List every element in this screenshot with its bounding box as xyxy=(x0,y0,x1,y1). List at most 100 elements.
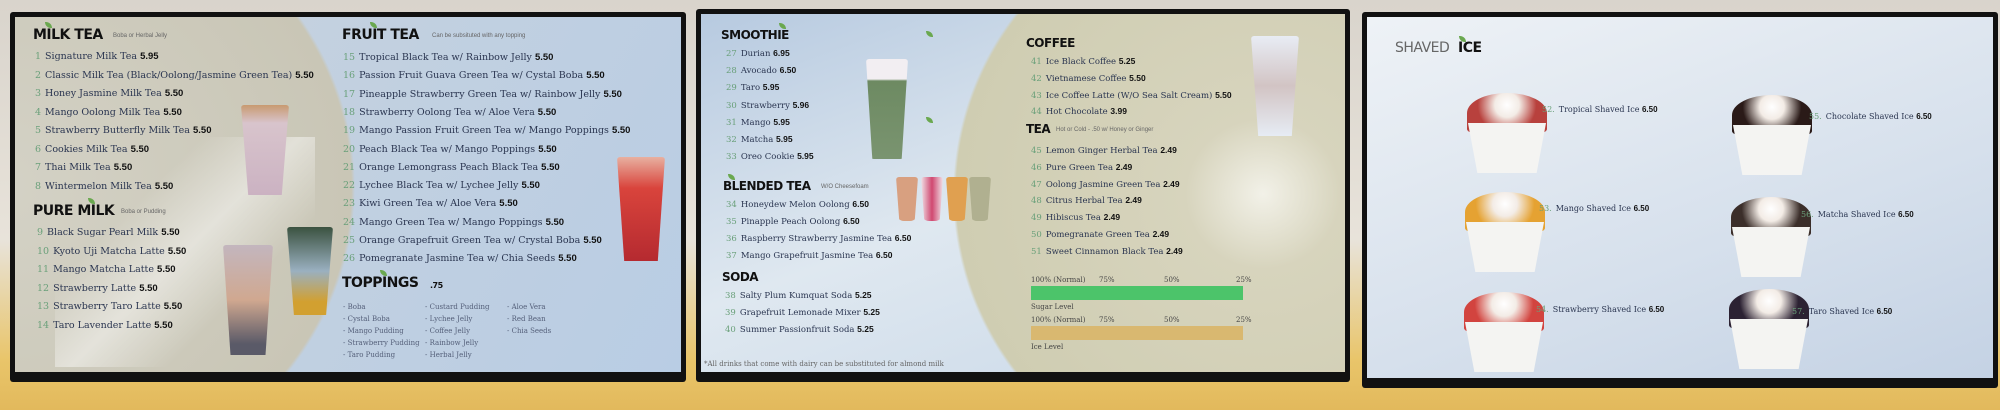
item-number: 36 xyxy=(726,234,737,244)
item-price: 5.95 xyxy=(762,82,780,93)
item-number: 28 xyxy=(726,66,737,77)
item-price: 5.50 xyxy=(586,70,605,82)
item-price: 2.49 xyxy=(1125,195,1142,206)
item-number: 31 xyxy=(726,117,737,128)
section-subtitle: Boba or Herbal Jelly xyxy=(113,33,168,40)
item-name: Raspberry Strawberry Jasmine Tea xyxy=(740,234,893,244)
shaved-ice-cup xyxy=(1732,227,1810,277)
item-price: 2.49 xyxy=(1166,245,1183,256)
item-number: 52. xyxy=(1542,105,1555,114)
item-number: 50 xyxy=(1031,230,1042,240)
menu-item: 24 Mango Green Tea w/ Mango Poppings 5.50 xyxy=(343,217,564,228)
item-number: 39 xyxy=(725,308,736,318)
item-price: 5.50 xyxy=(130,143,150,155)
item-number: 8 xyxy=(35,180,42,192)
item-price: 5.50 xyxy=(154,319,173,331)
menu-item: 19 Mango Passion Fruit Green Tea w/ Mango… xyxy=(343,125,630,136)
item-name: Sweet Cinnamon Black Tea xyxy=(1045,246,1164,257)
section-title: BLENDED TEA xyxy=(723,179,811,193)
item-name: Citrus Herbal Tea xyxy=(1045,196,1123,207)
item-price: 6.50 xyxy=(852,199,869,209)
item-price: 6.50 xyxy=(1648,305,1665,314)
ice-level-bar xyxy=(1031,326,1243,340)
item-price: 5.50 xyxy=(537,106,557,118)
topping-item: - Rainbow Jelly xyxy=(425,339,479,347)
shaved-ice-image xyxy=(1467,93,1547,173)
ice-level-tick: 75% xyxy=(1099,316,1115,324)
topping-item: - Chia Seeds xyxy=(507,327,552,335)
menu-item: 8 Wintermelon Milk Tea 5.50 xyxy=(35,181,173,192)
section-title: COFFEE xyxy=(1026,36,1075,50)
menu-item: 14 Taro Lavender Latte 5.50 xyxy=(37,320,173,331)
shaved-ice-cup xyxy=(1465,322,1543,372)
item-number: 44 xyxy=(1031,107,1042,118)
menu-item: 39 Grapefruit Lemonade Mixer 5.25 xyxy=(725,307,880,318)
drink-image-matcha xyxy=(287,227,333,315)
item-number: 49 xyxy=(1031,213,1042,224)
leaf-icon xyxy=(370,22,377,28)
topping-item: - Taro Pudding xyxy=(343,351,396,359)
item-price: 5.96 xyxy=(792,99,810,110)
item-number: 45 xyxy=(1031,146,1042,156)
menu-item: 5 Strawberry Butterfly Milk Tea 5.50 xyxy=(35,125,212,136)
item-number: 40 xyxy=(725,325,736,335)
menu-item: 45 Lemon Ginger Herbal Tea 2.49 xyxy=(1031,145,1177,156)
item-price: 5.50 xyxy=(1129,72,1146,83)
screen-background: SHAVED ICE 52. Tropical Shaved Ice 6.50 55. C… xyxy=(1367,17,1993,378)
item-price: 5.50 xyxy=(295,69,314,81)
item-name: Strawberry Butterfly Milk Tea xyxy=(45,125,190,136)
menu-item: 18 Strawberry Oolong Tea w/ Aloe Vera 5.5… xyxy=(343,107,556,118)
topping-item: - Cystal Boba xyxy=(343,315,390,323)
item-number: 12 xyxy=(37,282,50,294)
item-price: 5.50 xyxy=(167,245,187,257)
menu-item: 50 Pomegranate Green Tea 2.49 xyxy=(1031,229,1169,240)
item-price: 5.25 xyxy=(1118,56,1136,66)
item-name: Mango xyxy=(740,117,771,128)
item-price: 5.50 xyxy=(113,162,133,173)
item-number: 43 xyxy=(1031,90,1042,101)
topping-item: - Aloe Vera xyxy=(507,303,546,311)
shaved-ice-cup xyxy=(1468,123,1546,173)
shaved-ice-cup xyxy=(1730,319,1808,369)
item-number: 27 xyxy=(726,49,737,59)
sugar-level-tick: 25% xyxy=(1236,276,1252,284)
section-subtitle: W/O Cheesefoam xyxy=(821,184,869,191)
section-title: SMOOTHIE xyxy=(721,28,789,42)
shaved-ice-image xyxy=(1464,292,1544,372)
item-number: 21 xyxy=(343,161,356,173)
topping-item: - Boba xyxy=(343,303,366,311)
menu-item: 22 Lychee Black Tea w/ Lychee Jelly 5.50 xyxy=(343,180,540,191)
item-name: Vietnamese Coffee xyxy=(1045,73,1127,84)
item-number: 13 xyxy=(37,301,50,312)
item-number: 11 xyxy=(37,264,50,275)
item-number: 19 xyxy=(343,125,356,137)
item-number: 30 xyxy=(726,100,737,111)
menu-item: 12 Strawberry Latte 5.50 xyxy=(37,283,158,294)
item-price: 6.50 xyxy=(894,233,912,243)
menu-item: 40 Summer Passionfruit Soda 5.25 xyxy=(725,324,874,335)
drink-image-milk-tea xyxy=(241,105,289,195)
menu-item: 56. Matcha Shaved Ice 6.50 xyxy=(1801,210,1914,219)
drink-image-blended-2 xyxy=(921,177,943,221)
item-name: Orange Lemongrass Peach Black Tea xyxy=(359,161,539,173)
item-number: 23 xyxy=(343,198,356,210)
toppings-price: .75 xyxy=(430,281,443,290)
section-title: SODA xyxy=(722,270,759,284)
item-price: 5.50 xyxy=(538,143,557,155)
shaved-ice-image xyxy=(1732,95,1812,175)
item-name: Thai Milk Tea xyxy=(45,162,111,173)
item-name: Salty Plum Kumquat Soda xyxy=(739,291,853,301)
item-number: 3 xyxy=(35,88,42,99)
item-name: Pomegranate Jasmine Tea w/ Chia Seeds xyxy=(359,253,556,265)
menu-item: 28 Avocado 6.50 xyxy=(726,65,796,76)
item-price: 5.50 xyxy=(611,125,631,137)
item-number: 51 xyxy=(1031,246,1042,257)
item-name: Mango Grapefruit Jasmine Tea xyxy=(740,251,874,261)
topping-item: - Coffee Jelly xyxy=(425,327,471,335)
item-number: 37 xyxy=(726,251,737,261)
menu-item: 26 Pomegranate Jasmine Tea w/ Chia Seeds … xyxy=(343,253,577,264)
item-name: Strawberry Latte xyxy=(53,282,137,294)
item-name: Grapefruit Lemonade Mixer xyxy=(739,308,861,318)
topping-item: - Herbal Jelly xyxy=(425,351,472,359)
item-name: Lychee Black Tea w/ Lychee Jelly xyxy=(359,180,519,192)
